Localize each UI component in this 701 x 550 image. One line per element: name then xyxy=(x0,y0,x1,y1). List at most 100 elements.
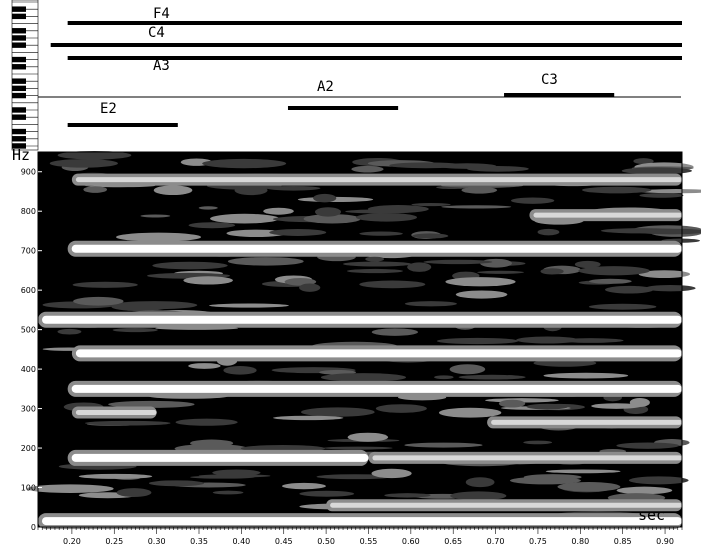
spectral-noise-blob xyxy=(557,338,624,343)
spectral-noise-blob xyxy=(212,469,261,476)
x-tick-label: 0.50 xyxy=(317,537,335,546)
spectral-noise-blob xyxy=(557,482,621,492)
spectral-noise-blob xyxy=(384,493,431,498)
black-key xyxy=(12,6,26,12)
x-tick-label: 0.60 xyxy=(402,537,420,546)
spectral-noise-blob xyxy=(545,469,621,474)
spectral-noise-blob xyxy=(588,303,657,310)
spectral-noise-blob xyxy=(78,473,153,479)
spectral-noise-blob xyxy=(273,415,344,421)
spectral-noise-blob xyxy=(190,439,234,447)
spectral-noise-blob xyxy=(461,186,498,194)
spectral-noise-blob xyxy=(510,197,555,204)
spectral-noise-blob xyxy=(628,476,689,485)
spectral-noise-blob xyxy=(299,283,321,292)
spectral-noise-blob xyxy=(537,228,560,236)
spectral-noise-blob xyxy=(543,372,629,379)
note-label-c3: C3 xyxy=(541,72,558,88)
note-label-a3: A3 xyxy=(153,58,170,74)
spectrogram-panel: Hz sec 900 800 700 600 500 400 300 200 100 0 0.20… xyxy=(12,146,701,546)
x-tick-label: 0.85 xyxy=(614,537,632,546)
spectral-noise-blob xyxy=(412,233,449,239)
black-key xyxy=(12,128,26,135)
spectral-noise-blob xyxy=(509,476,581,485)
spectral-noise-blob xyxy=(57,150,132,160)
y-tick-label: 300 xyxy=(21,405,36,414)
spectral-noise-blob xyxy=(212,490,244,495)
spectral-noise-blob xyxy=(359,231,403,236)
x-tick-label: 0.25 xyxy=(105,537,123,546)
spectral-noise-blob xyxy=(465,477,495,488)
note-bar-c3 xyxy=(504,93,615,97)
spectral-noise-blob xyxy=(210,213,280,224)
spectral-noise-blob xyxy=(57,328,82,335)
spectral-noise-blob xyxy=(449,364,486,375)
spectral-noise-blob xyxy=(188,222,236,229)
note-bar-c4 xyxy=(50,43,683,47)
spectral-noise-blob xyxy=(540,268,564,275)
harmonic-band xyxy=(533,212,682,218)
note-label-a2: A2 xyxy=(317,79,334,95)
note-label-c4: C4 xyxy=(148,25,165,41)
x-tick-label: 0.35 xyxy=(190,537,208,546)
spectral-noise-blob xyxy=(299,490,355,497)
spectral-noise-blob xyxy=(320,373,407,382)
note-bar-f4 xyxy=(67,21,682,25)
spectral-noise-blob xyxy=(111,301,198,310)
spectral-noise-blob xyxy=(445,277,516,287)
black-key xyxy=(12,13,26,20)
spectral-noise-blob xyxy=(498,399,526,408)
black-key xyxy=(12,85,26,92)
black-key xyxy=(12,143,26,149)
black-key xyxy=(12,28,26,34)
harmonic-band xyxy=(372,455,682,461)
spectral-noise-blob xyxy=(83,186,108,193)
spectral-noise-blob xyxy=(49,159,118,168)
spectral-noise-blob xyxy=(436,337,519,345)
spectral-noise-blob xyxy=(314,207,342,217)
spectral-noise-blob xyxy=(434,375,454,380)
spectral-noise-blob xyxy=(371,328,419,336)
black-key xyxy=(12,42,26,48)
spectral-noise-blob xyxy=(423,259,493,265)
spectral-noise-blob xyxy=(407,262,432,272)
spectral-noise-blob xyxy=(351,165,384,173)
spectral-noise-blob xyxy=(281,482,326,490)
harmonic-band xyxy=(71,384,682,393)
spectral-noise-blob xyxy=(404,301,457,307)
spectral-noise-blob xyxy=(616,486,673,495)
y-tick-label: 900 xyxy=(21,168,36,177)
spectral-noise-blob xyxy=(188,363,221,369)
harmonic-band xyxy=(75,349,683,358)
note-bar-e2 xyxy=(67,123,178,127)
note-label-e2: E2 xyxy=(100,101,117,117)
spectral-noise-blob xyxy=(313,193,337,203)
spectral-noise-blob xyxy=(455,290,508,299)
x-tick-label: 0.20 xyxy=(63,537,81,546)
y-tick-label: 400 xyxy=(21,365,36,374)
spectral-noise-blob xyxy=(347,432,389,442)
y-tick-label: 700 xyxy=(21,247,36,256)
x-tick-label: 0.80 xyxy=(571,537,589,546)
black-key xyxy=(12,64,26,70)
spectral-noise-blob xyxy=(578,266,650,276)
spectral-noise-blob xyxy=(202,158,287,169)
spectral-noise-blob xyxy=(404,442,483,448)
spectral-noise-blob xyxy=(227,257,304,266)
x-tick-label: 0.55 xyxy=(360,537,378,546)
spectral-noise-blob xyxy=(375,404,427,413)
spectral-noise-blob xyxy=(359,280,426,289)
spectral-noise-blob xyxy=(209,303,289,308)
black-key xyxy=(12,136,26,142)
spectral-noise-blob xyxy=(198,474,271,478)
y-tick-label: 0 xyxy=(31,523,36,532)
harmonic-band xyxy=(71,244,682,253)
spectral-noise-blob xyxy=(152,261,228,270)
spectral-noise-blob xyxy=(183,276,233,285)
spectral-noise-blob xyxy=(148,480,205,487)
note-label-f4: F4 xyxy=(153,6,170,22)
keyboard-frame xyxy=(11,0,39,151)
spectral-noise-blob xyxy=(263,207,294,215)
spectral-noise-blob xyxy=(639,193,684,198)
